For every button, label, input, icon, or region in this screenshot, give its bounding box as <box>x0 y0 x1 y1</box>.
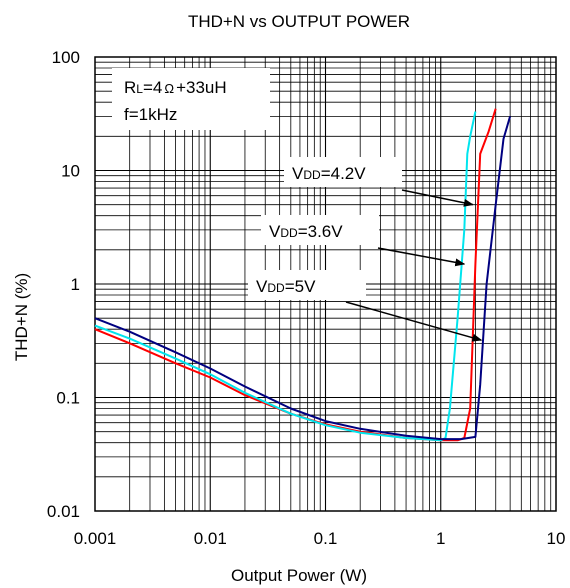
series-line <box>94 116 512 441</box>
conditions-box <box>112 68 270 130</box>
freq-condition: f=1kHz <box>124 105 177 124</box>
y-tick-label: 10 <box>61 162 80 181</box>
x-tick-label: 0.1 <box>314 529 338 548</box>
x-tick-label: 10 <box>547 529 566 548</box>
series-arrow <box>345 301 483 342</box>
series-label: VDD=5V <box>256 277 316 296</box>
plot-frame <box>94 56 557 512</box>
load-condition: RL=4 Ω +33uH <box>124 78 227 97</box>
y-tick-label: 1 <box>71 275 80 294</box>
series-label: VDD=4.2V <box>292 164 366 183</box>
x-axis-label: Output Power (W) <box>231 566 367 585</box>
series-labels: VDD=4.2V VDD=3.6V VDD=5V <box>248 157 483 342</box>
y-tick-label: 0.01 <box>47 502 80 521</box>
tick-labels: 0.001 0.01 0.1 1 10 0.01 0.1 1 10 100 <box>47 48 566 548</box>
series-arrow <box>377 247 466 267</box>
series-label-bg <box>284 157 402 187</box>
x-tick-label: 0.01 <box>194 529 227 548</box>
y-axis-label: THD+N (%) <box>12 273 31 361</box>
series-arrow <box>401 189 474 207</box>
x-tick-label: 1 <box>436 529 445 548</box>
series-label: VDD=3.6V <box>269 222 343 241</box>
x-tick-label: 0.001 <box>74 529 117 548</box>
series-label-bg <box>261 215 379 245</box>
y-tick-label: 0.1 <box>56 389 80 408</box>
y-tick-label: 100 <box>52 48 80 67</box>
chart-title: THD+N vs OUTPUT POWER <box>188 12 410 31</box>
series-label-bg <box>248 270 366 300</box>
